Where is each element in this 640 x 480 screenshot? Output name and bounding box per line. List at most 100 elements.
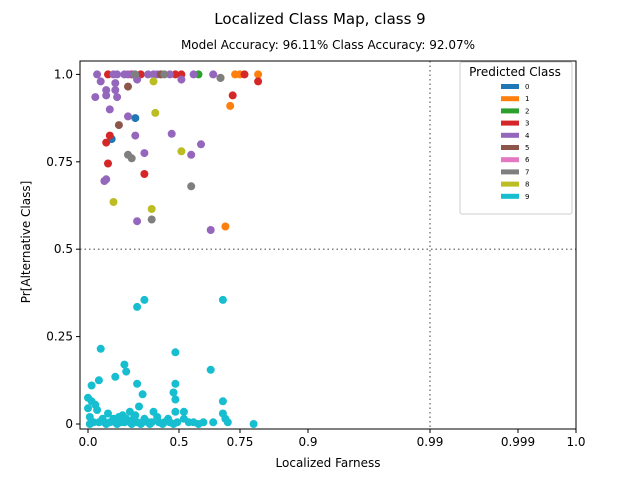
data-point xyxy=(218,295,227,304)
data-point xyxy=(221,222,230,231)
data-point xyxy=(254,70,263,79)
legend-swatch xyxy=(501,169,519,175)
x-tick-label: 0.75 xyxy=(227,435,254,449)
legend-swatch xyxy=(501,108,519,114)
legend-label: 2 xyxy=(525,107,529,115)
data-point xyxy=(113,70,122,79)
legend-swatch xyxy=(501,193,519,199)
x-tick-label: 0.0 xyxy=(78,435,97,449)
data-point xyxy=(131,70,140,79)
data-point xyxy=(151,108,160,117)
legend-label: 0 xyxy=(525,83,529,91)
y-tick-label: 0.25 xyxy=(46,330,73,344)
data-point xyxy=(124,82,132,91)
data-point xyxy=(149,77,158,86)
scatter-points xyxy=(84,70,263,428)
data-point xyxy=(120,360,129,369)
legend-entries: 0 1 2 3 4 5 6 7 8 9 xyxy=(501,83,530,201)
data-point xyxy=(194,420,203,428)
data-point xyxy=(209,418,218,427)
chart-subtitle: Model Accuracy: 96.11% Class Accuracy: 9… xyxy=(181,38,475,52)
data-point xyxy=(147,215,156,224)
legend: Predicted Class 0 1 2 3 4 5 6 7 8 9 xyxy=(459,61,573,215)
data-point xyxy=(145,420,154,428)
legend-swatch xyxy=(501,120,519,126)
data-point xyxy=(226,101,235,110)
data-point xyxy=(105,131,114,140)
y-tick-label: 0 xyxy=(65,417,73,431)
data-point xyxy=(91,93,100,102)
data-point xyxy=(254,77,263,86)
data-point xyxy=(228,91,237,100)
data-point xyxy=(111,86,120,95)
data-point xyxy=(171,70,180,79)
data-point xyxy=(140,295,149,304)
legend-title: Predicted Class xyxy=(469,65,561,79)
chart-title: Localized Class Map, class 9 xyxy=(214,10,425,28)
x-tick-label: 0.999 xyxy=(501,435,535,449)
series-class-9 xyxy=(84,295,258,428)
data-point xyxy=(122,367,131,376)
plot-frame xyxy=(79,60,577,430)
data-point xyxy=(102,420,111,428)
data-point xyxy=(171,395,180,404)
data-point xyxy=(109,198,118,206)
x-tick-label: 0.5 xyxy=(169,435,188,449)
data-point xyxy=(189,70,198,79)
data-point xyxy=(124,112,132,121)
legend-label: 6 xyxy=(525,156,530,164)
data-point xyxy=(93,406,102,414)
data-point xyxy=(167,129,176,138)
data-point xyxy=(206,365,215,374)
data-point xyxy=(197,140,205,149)
data-point xyxy=(100,177,109,185)
legend-swatch xyxy=(501,96,519,102)
data-point xyxy=(127,420,136,428)
data-point xyxy=(127,154,136,163)
legend-label: 1 xyxy=(525,95,529,103)
data-point xyxy=(133,302,142,311)
data-point xyxy=(240,70,249,79)
data-point xyxy=(249,420,258,428)
x-tick-label: 0.9 xyxy=(298,435,317,449)
legend-label: 8 xyxy=(525,181,529,189)
data-point xyxy=(218,397,227,406)
data-point xyxy=(105,105,114,114)
data-point xyxy=(120,418,129,427)
data-point xyxy=(160,70,169,79)
legend-swatch xyxy=(501,84,519,89)
axes: 0.0 0.5 0.75 0.9 0.99 0.999 1.0 0 0.25 0.5 0.75 1.0 xyxy=(46,60,586,449)
data-point xyxy=(206,226,215,234)
data-point xyxy=(171,379,180,388)
data-point xyxy=(179,407,188,416)
data-point xyxy=(94,418,103,427)
data-point xyxy=(169,420,178,428)
data-point xyxy=(131,114,140,123)
data-point xyxy=(102,138,111,147)
legend-swatch xyxy=(501,145,519,150)
data-point xyxy=(104,70,112,79)
legend-label: 7 xyxy=(525,168,529,176)
legend-frame xyxy=(459,61,573,215)
data-point xyxy=(94,376,103,385)
data-point xyxy=(133,379,142,388)
y-tick-label: 1.0 xyxy=(54,67,73,81)
series-class-7 xyxy=(124,70,225,224)
data-point xyxy=(104,159,112,168)
data-point xyxy=(138,390,147,399)
data-point xyxy=(113,93,122,102)
reference-lines xyxy=(80,61,576,429)
legend-swatch xyxy=(501,157,519,163)
legend-label: 4 xyxy=(525,132,530,140)
data-point xyxy=(158,420,167,428)
y-tick-label: 0.75 xyxy=(46,155,73,169)
data-point xyxy=(165,70,174,79)
data-point xyxy=(111,79,120,88)
data-point xyxy=(169,388,178,397)
data-point xyxy=(124,70,132,79)
y-axis-label: Pr[Alternative Class] xyxy=(19,181,33,304)
data-point xyxy=(93,70,102,79)
series-class-3 xyxy=(102,70,263,178)
data-point xyxy=(135,402,143,411)
